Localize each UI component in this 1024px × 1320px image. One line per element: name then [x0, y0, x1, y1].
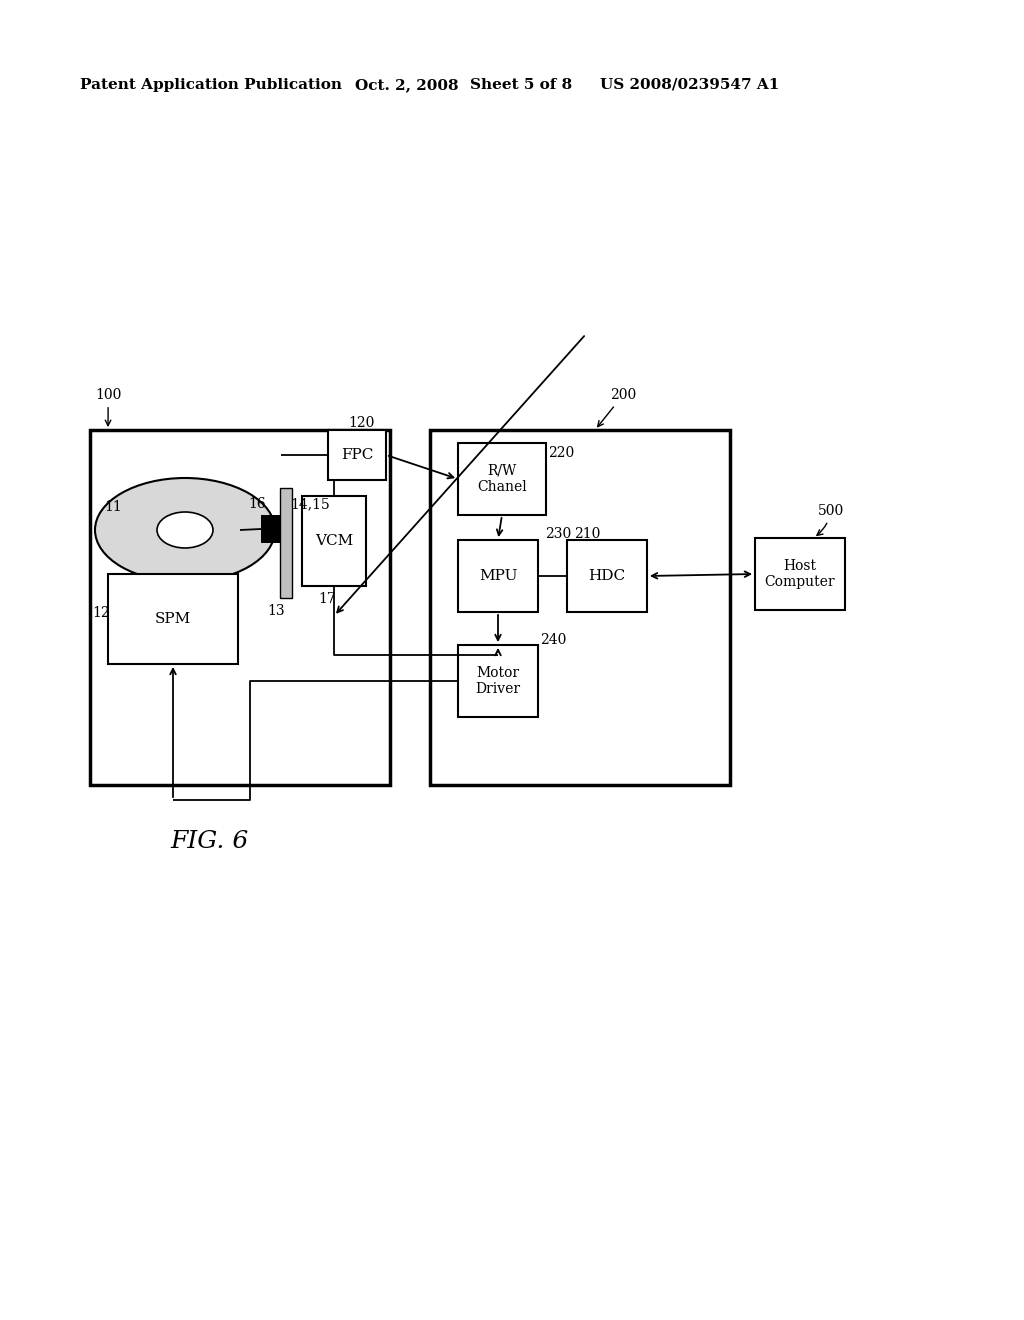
Ellipse shape — [157, 512, 213, 548]
Text: 230: 230 — [545, 527, 571, 541]
Bar — [108, 574, 238, 664]
Bar — [302, 496, 366, 586]
Text: VCM: VCM — [314, 535, 353, 548]
Text: FPC: FPC — [341, 447, 373, 462]
Text: FIG. 6: FIG. 6 — [170, 830, 248, 853]
Bar — [458, 645, 538, 717]
Bar — [280, 488, 292, 598]
Text: 200: 200 — [598, 388, 636, 426]
Text: 220: 220 — [548, 446, 574, 459]
Text: 500: 500 — [817, 504, 844, 536]
Text: 14,15: 14,15 — [290, 498, 330, 511]
Text: R/W
Chanel: R/W Chanel — [477, 463, 527, 494]
Bar — [458, 540, 538, 612]
Text: 100: 100 — [95, 388, 122, 425]
Text: Host
Computer: Host Computer — [765, 558, 836, 589]
Text: SPM: SPM — [155, 612, 191, 626]
Text: 210: 210 — [574, 527, 600, 541]
Text: Oct. 2, 2008: Oct. 2, 2008 — [355, 78, 459, 92]
Text: 12: 12 — [92, 606, 110, 620]
Text: 16: 16 — [248, 498, 265, 511]
Text: 13: 13 — [267, 605, 285, 618]
Text: Patent Application Publication: Patent Application Publication — [80, 78, 342, 92]
Text: Sheet 5 of 8: Sheet 5 of 8 — [470, 78, 572, 92]
Text: 240: 240 — [540, 634, 566, 647]
Bar — [328, 430, 386, 480]
Text: US 2008/0239547 A1: US 2008/0239547 A1 — [600, 78, 779, 92]
Text: MPU: MPU — [479, 569, 517, 583]
Bar — [90, 430, 390, 785]
Ellipse shape — [95, 478, 275, 582]
Text: 17: 17 — [318, 591, 336, 606]
Bar — [458, 444, 546, 515]
Text: 120: 120 — [348, 416, 375, 430]
Bar — [755, 539, 845, 610]
Text: Motor
Driver: Motor Driver — [475, 665, 520, 696]
Bar — [567, 540, 647, 612]
Text: 11: 11 — [104, 500, 122, 513]
Bar — [430, 430, 730, 785]
Text: HDC: HDC — [589, 569, 626, 583]
Bar — [261, 515, 281, 543]
